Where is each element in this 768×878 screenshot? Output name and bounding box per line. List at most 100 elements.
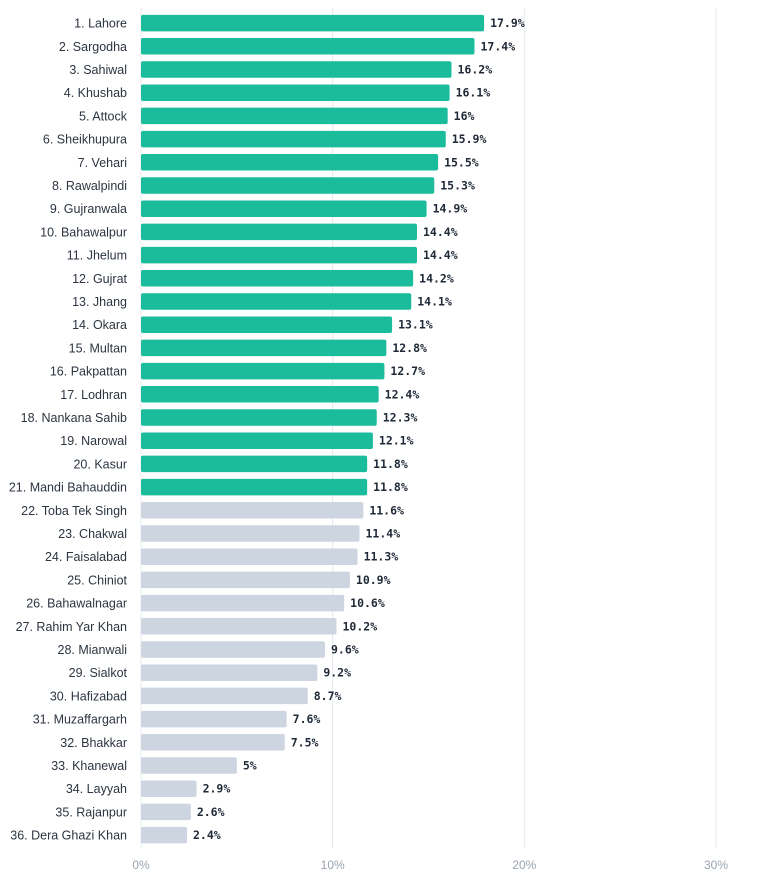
bars <box>141 14 485 844</box>
bar <box>141 223 417 241</box>
value-label: 11.6% <box>369 503 404 517</box>
category-label: 22. Toba Tek Singh <box>21 504 127 518</box>
bar <box>141 200 427 217</box>
bar <box>141 130 446 148</box>
value-label: 10.6% <box>350 596 385 610</box>
bar <box>141 548 358 565</box>
value-label: 10.2% <box>343 619 378 633</box>
bar <box>141 293 412 310</box>
bar <box>141 177 435 194</box>
value-labels: 17.9% 17.4% 16.2% 16.1% 16% 15.9% 15.5% 15.3% 14… <box>193 16 525 842</box>
bar <box>141 478 368 496</box>
category-label: 25. Chiniot <box>67 573 127 587</box>
category-label: 11. Jhelum <box>67 249 127 263</box>
value-label: 14.9% <box>433 202 468 216</box>
value-label: 14.2% <box>419 271 454 285</box>
bar <box>141 641 325 658</box>
value-label: 2.4% <box>193 828 221 842</box>
category-label: 1. Lahore <box>74 17 127 31</box>
bar <box>141 14 485 32</box>
category-label: 28. Mianwali <box>58 643 127 657</box>
bar <box>141 571 350 589</box>
category-label: 31. Muzaffargarh <box>33 713 127 727</box>
value-label: 2.9% <box>203 782 231 796</box>
value-label: 11.8% <box>373 457 408 471</box>
value-label: 12.1% <box>379 434 414 448</box>
bar <box>141 246 417 264</box>
x-tick-label: 30% <box>704 858 728 872</box>
category-label: 9. Gujranwala <box>50 202 127 216</box>
bar <box>141 154 439 171</box>
value-label: 8.7% <box>314 689 342 703</box>
bar <box>141 710 287 728</box>
bar <box>141 84 450 101</box>
bar <box>141 803 191 821</box>
value-label: 15.9% <box>452 132 487 146</box>
category-labels: 1. Lahore 2. Sargodha 3. Sahiwal 4. Khushab… <box>9 17 128 843</box>
bar <box>141 432 373 449</box>
category-label: 23. Chakwal <box>58 527 127 541</box>
x-tick-label: 0% <box>132 858 150 872</box>
value-label: 16.1% <box>456 86 491 100</box>
value-label: 17.4% <box>481 39 516 53</box>
value-label: 17.9% <box>490 16 525 30</box>
bar <box>141 270 414 287</box>
value-label: 14.4% <box>423 248 458 262</box>
x-tick-label: 10% <box>321 858 345 872</box>
category-label: 21. Mandi Bahauddin <box>9 481 127 495</box>
bar <box>141 107 448 125</box>
bar <box>141 386 379 403</box>
category-label: 24. Faisalabad <box>45 550 127 564</box>
category-label: 14. Okara <box>72 318 127 332</box>
bar <box>141 339 387 357</box>
category-label: 30. Hafizabad <box>50 689 127 703</box>
category-label: 2. Sargodha <box>59 40 127 54</box>
x-tick-label: 20% <box>512 858 536 872</box>
bar <box>141 687 308 705</box>
bar <box>141 38 475 55</box>
value-label: 7.6% <box>293 712 321 726</box>
value-label: 12.7% <box>390 364 425 378</box>
bar <box>141 618 337 635</box>
value-label: 9.2% <box>323 666 351 680</box>
value-label: 12.8% <box>392 341 427 355</box>
value-label: 14.1% <box>417 295 452 309</box>
category-label: 20. Kasur <box>73 457 127 471</box>
value-label: 15.3% <box>440 179 475 193</box>
bar <box>141 502 364 519</box>
category-label: 17. Lodhran <box>60 388 127 402</box>
bar <box>141 525 360 542</box>
category-label: 3. Sahiwal <box>69 63 127 77</box>
category-label: 32. Bhakkar <box>60 736 127 750</box>
bar <box>141 61 452 78</box>
category-label: 27. Rahim Yar Khan <box>16 620 127 634</box>
category-label: 33. Khanewal <box>51 759 127 773</box>
value-label: 10.9% <box>356 573 391 587</box>
bar <box>141 362 385 380</box>
value-label: 11.8% <box>373 480 408 494</box>
category-label: 12. Gujrat <box>72 272 127 286</box>
bar <box>141 734 285 751</box>
value-label: 16.2% <box>458 63 493 77</box>
value-label: 15.5% <box>444 155 479 169</box>
category-label: 18. Nankana Sahib <box>21 411 127 425</box>
x-axis-ticks: 0% 10% 20% 30% <box>132 858 728 872</box>
category-label: 36. Dera Ghazi Khan <box>10 829 127 843</box>
value-label: 9.6% <box>331 643 359 657</box>
category-label: 8. Rawalpindi <box>52 179 127 193</box>
category-label: 19. Narowal <box>60 434 127 448</box>
bar <box>141 316 393 333</box>
bar <box>141 594 345 612</box>
value-label: 14.4% <box>423 225 458 239</box>
category-label: 16. Pakpattan <box>50 365 127 379</box>
category-label: 7. Vehari <box>78 156 127 170</box>
bar <box>141 826 187 844</box>
value-label: 16% <box>454 109 475 123</box>
bar <box>141 757 237 774</box>
category-label: 4. Khushab <box>64 86 127 100</box>
gridlines <box>140 8 717 848</box>
category-label: 13. Jhang <box>72 295 127 309</box>
bar <box>141 455 368 473</box>
category-label: 15. Multan <box>69 341 127 355</box>
